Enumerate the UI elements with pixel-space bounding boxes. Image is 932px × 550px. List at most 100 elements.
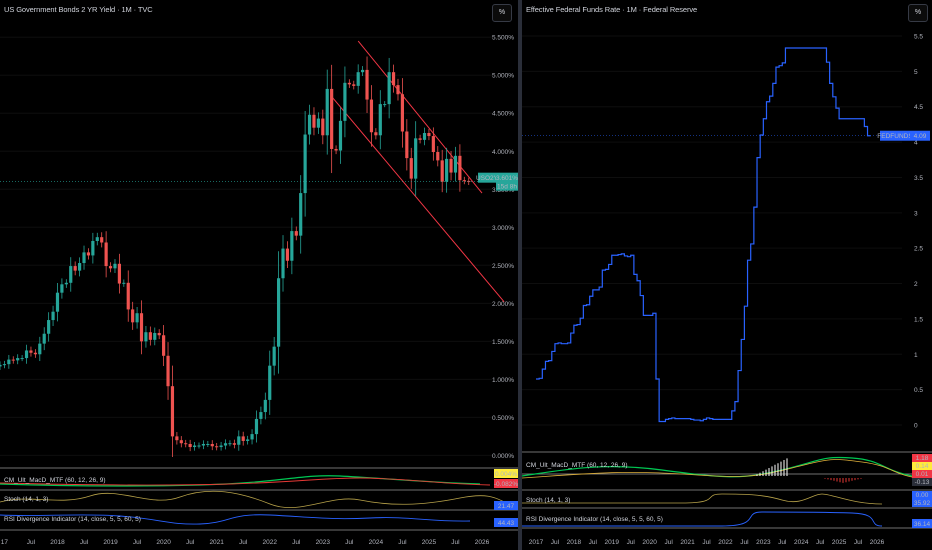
x-tick-label: 2020 <box>156 539 171 546</box>
x-tick-label: Jul <box>589 539 598 546</box>
value-tag-bg <box>494 469 518 478</box>
y-tick-label: 5.500% <box>492 35 514 42</box>
candle-body <box>400 94 404 132</box>
x-tick-label: Jul <box>80 539 89 546</box>
macd-value-tag: 0.004% <box>495 471 517 478</box>
y-tick-label: 4 <box>914 140 918 147</box>
candle-body <box>281 248 285 279</box>
yield-chart-canvas[interactable]: 5.500%5.000%4.500%4.000%3.500%3.000%2.50… <box>0 0 518 550</box>
candle-body <box>268 365 272 400</box>
candle-body <box>210 443 214 447</box>
y-tick-label: 2.000% <box>492 301 514 308</box>
price-tag-value: 3.601% <box>496 175 518 182</box>
candle-body <box>108 266 113 269</box>
candle-body <box>42 333 46 344</box>
y-tick-label: 3 <box>914 210 918 217</box>
yield-chart-pane[interactable]: US Government Bonds 2 YR Yield · 1M · TV… <box>0 0 518 550</box>
candle-body <box>259 412 263 419</box>
x-tick-label: 2018 <box>567 539 582 546</box>
candle-body <box>307 114 312 135</box>
candle-body <box>60 284 64 293</box>
candle-body <box>153 332 157 340</box>
x-tick-label: 2018 <box>50 539 65 546</box>
candle-body <box>188 443 192 448</box>
candle-body <box>95 237 99 241</box>
candle-body <box>232 443 236 445</box>
candle-body <box>175 436 179 441</box>
candle-body <box>117 263 121 284</box>
macd-value-tag: -0.082% <box>494 481 518 488</box>
scale-unit-button[interactable]: % <box>908 4 928 22</box>
value-tag-bg <box>912 478 932 486</box>
candle-body <box>82 252 86 264</box>
stoch-value-tag: 21.47 <box>498 503 515 510</box>
x-tick-label: Jul <box>451 539 460 546</box>
fedfunds-chart-canvas[interactable]: 5.5 5 4.5 4 3.5 3 2.5 2 1.5 1 0.5 0 FEDFUNDS 4.09 CM_U… <box>522 0 932 550</box>
x-tick-label: Jul <box>702 539 711 546</box>
candle-body <box>11 359 15 361</box>
candle-body <box>409 158 413 179</box>
candle-body <box>352 84 356 86</box>
candle-body <box>126 282 130 310</box>
symbol-tag: USO2Y <box>476 175 499 182</box>
candle-body <box>316 118 320 128</box>
candle-body <box>166 355 170 387</box>
candle-body <box>2 364 7 366</box>
candle-body <box>135 313 139 323</box>
candle-body <box>422 133 427 140</box>
rsi-value-tag: 44.43 <box>498 520 515 527</box>
candle-body <box>170 386 175 437</box>
indicator-label: Stoch (14, 1, 3) <box>526 497 570 504</box>
candle-body <box>7 359 11 365</box>
candle-body <box>223 443 228 446</box>
x-tick-label: Jul <box>627 539 636 546</box>
candle-body <box>113 263 117 269</box>
fedfunds-line <box>536 47 871 423</box>
y-tick-label: 3.5 <box>914 175 923 182</box>
y-tick-label: 5 <box>914 69 918 76</box>
candle-body <box>206 443 210 445</box>
candle-body <box>16 358 20 361</box>
candle-body <box>250 434 254 440</box>
x-tick-label: Jul <box>292 539 301 546</box>
x-tick-label: 17 <box>1 539 9 546</box>
candle-body <box>330 88 334 149</box>
candle-body <box>436 152 440 161</box>
candle-body <box>294 231 298 236</box>
stoch-line <box>522 493 883 505</box>
y-tick-label: 2.5 <box>914 246 923 253</box>
candle-body <box>462 180 466 182</box>
candle-body <box>201 443 206 446</box>
x-tick-label: Jul <box>345 539 354 546</box>
fedfunds-chart-pane[interactable]: Effective Federal Funds Rate · 1M · Fede… <box>522 0 932 550</box>
candle-body <box>73 266 77 271</box>
y-tick-label: 2 <box>914 281 918 288</box>
value-tag-bg <box>912 454 932 462</box>
stoch-value-tag: 0.00 <box>916 492 929 499</box>
x-tick-label: 2024 <box>794 539 809 546</box>
candle-body <box>414 138 418 179</box>
candle-body <box>356 72 360 86</box>
candle-body <box>440 160 444 182</box>
candle-body <box>431 136 435 153</box>
candle-body <box>396 85 400 95</box>
indicator-label: CM_Ult_MacD_MTF (60, 12, 26, 9) <box>526 462 628 469</box>
indicator-label: RSI Divergence Indicator (14, close, 5, … <box>4 516 141 523</box>
candle-body <box>184 443 188 445</box>
y-tick-label: 0.000% <box>492 453 514 460</box>
x-tick-label: Jul <box>239 539 248 546</box>
candle-body <box>449 158 453 173</box>
x-tick-label: 2022 <box>263 539 278 546</box>
y-tick-label: 0.5 <box>914 387 923 394</box>
trend-channel-line <box>357 40 483 194</box>
candle-body <box>374 132 378 136</box>
x-tick-label: 2021 <box>680 539 695 546</box>
value-tag-bg <box>912 519 932 528</box>
candle-body <box>0 364 2 367</box>
candle-body <box>122 282 126 284</box>
pane-divider[interactable] <box>518 0 522 550</box>
scale-unit-button[interactable]: % <box>492 4 512 22</box>
candle-body <box>334 148 338 151</box>
candle-body <box>78 263 82 271</box>
candle-body <box>157 332 161 336</box>
